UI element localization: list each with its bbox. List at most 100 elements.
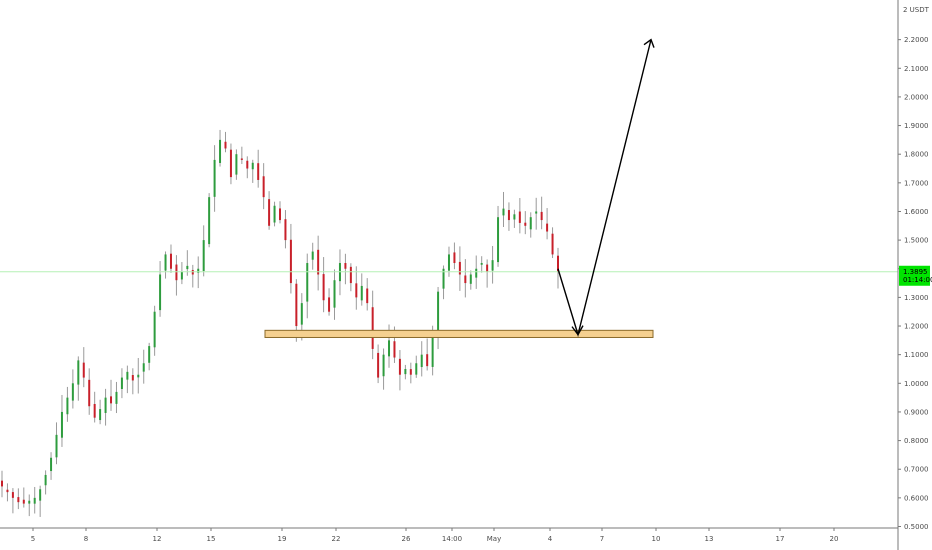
candle-up (497, 217, 500, 263)
candle-down (131, 375, 134, 381)
candle-down (268, 199, 271, 226)
candle-up (71, 383, 74, 401)
price-tick-label: 1.9000 (904, 122, 929, 130)
current-price-countdown: 01:14:00 (903, 276, 932, 284)
candles-layer (1, 129, 559, 517)
candle-up (115, 391, 118, 404)
candle-down (328, 297, 331, 312)
candle-down (344, 263, 347, 269)
support-zone[interactable] (264, 329, 654, 338)
time-tick-label: 5 (31, 535, 35, 543)
candle-up (529, 217, 532, 230)
candle-up (469, 274, 472, 284)
price-tick-label: 1.3000 (904, 294, 929, 302)
candle-down (1, 480, 3, 487)
candle-down (486, 264, 489, 272)
candle-up (126, 371, 129, 380)
candle-up (66, 397, 69, 415)
time-tick-label: 22 (332, 535, 341, 543)
candle-down (229, 149, 232, 178)
candle-down (169, 253, 172, 269)
candle-up (415, 363, 418, 375)
candle-up (480, 263, 483, 265)
candle-up (491, 260, 494, 271)
candle-down (371, 307, 374, 349)
time-tick-label: 17 (776, 535, 785, 543)
candle-down (349, 266, 352, 284)
candle-up (360, 285, 363, 301)
candle-down (6, 489, 9, 493)
candle-down (322, 274, 325, 301)
candle-down (240, 158, 243, 160)
price-axis[interactable]: 2.2000 2.1000 2.0000 1.9000 1.8000 1.7000 1.60… (898, 36, 929, 531)
candle-up (99, 409, 102, 421)
candle-up (180, 271, 183, 280)
time-tick-label: 13 (705, 535, 714, 543)
candle-down (426, 354, 429, 367)
candle-down (262, 176, 265, 198)
candle-down (295, 283, 298, 327)
price-tick-label: 0.7000 (904, 466, 929, 474)
price-tick-label: 0.5000 (904, 523, 929, 531)
candle-down (317, 249, 320, 275)
up-arrowhead-icon (643, 38, 655, 48)
candle-up (186, 265, 189, 270)
candle-up (431, 331, 434, 367)
price-tick-label: 0.8000 (904, 437, 929, 445)
candle-up (208, 197, 211, 245)
candle-up (28, 500, 31, 504)
candle-down (524, 222, 527, 226)
candle-up (60, 411, 63, 438)
candle-up (148, 346, 151, 363)
candle-down (464, 275, 467, 284)
candle-up (219, 139, 222, 163)
price-tick-label: 2.0000 (904, 93, 929, 101)
candle-up (213, 159, 216, 197)
candle-down (409, 369, 412, 375)
candle-up (142, 363, 145, 372)
time-axis[interactable]: 5 8 12 15 19 22 26 14:00 May 4 7 10 13 17 20 (31, 528, 839, 543)
candle-down (289, 239, 292, 284)
candle-down (284, 219, 287, 241)
candle-down (377, 352, 380, 378)
candle-down (518, 211, 521, 223)
candle-up (333, 280, 336, 308)
candle-down (398, 358, 401, 375)
candle-up (437, 291, 440, 336)
candle-up (388, 340, 391, 357)
candle-down (257, 163, 260, 180)
candle-down (82, 362, 85, 378)
candle-up (475, 268, 478, 278)
candle-up (273, 205, 276, 223)
price-tick-label: 1.5000 (904, 237, 929, 245)
time-tick-label: 10 (652, 535, 661, 543)
price-tick-label: 2.1000 (904, 65, 929, 73)
candle-up (39, 489, 42, 501)
candle-up (44, 474, 47, 486)
candle-up (50, 457, 53, 472)
candle-down (393, 341, 396, 358)
candle-up (251, 162, 254, 170)
time-tick-label: 19 (278, 535, 287, 543)
price-unit-label: 2 USDT (903, 6, 930, 14)
candle-down (557, 255, 559, 272)
candle-up (33, 497, 36, 504)
candle-up (104, 397, 107, 413)
candle-down (246, 160, 249, 169)
candle-up (404, 368, 407, 375)
price-tick-label: 2.2000 (904, 36, 929, 44)
down-arrowhead-icon (571, 325, 584, 336)
candle-down (175, 264, 178, 281)
time-tick-label: 26 (402, 535, 411, 543)
candle-down (546, 223, 549, 232)
candle-up (300, 303, 303, 325)
candle-up (120, 377, 123, 389)
projection-path[interactable] (557, 39, 652, 338)
candle-down (11, 492, 14, 498)
candle-up (442, 268, 445, 289)
time-tick-label: 8 (84, 535, 88, 543)
candle-up (164, 254, 167, 271)
candle-up (513, 214, 516, 220)
candle-up (420, 354, 423, 368)
